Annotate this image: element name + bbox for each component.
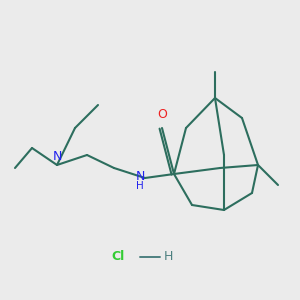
Text: Cl: Cl	[111, 250, 124, 263]
Text: N: N	[52, 151, 62, 164]
Text: H: H	[163, 250, 173, 263]
Text: N: N	[136, 170, 145, 184]
Text: H: H	[136, 181, 144, 191]
Text: O: O	[157, 107, 167, 121]
